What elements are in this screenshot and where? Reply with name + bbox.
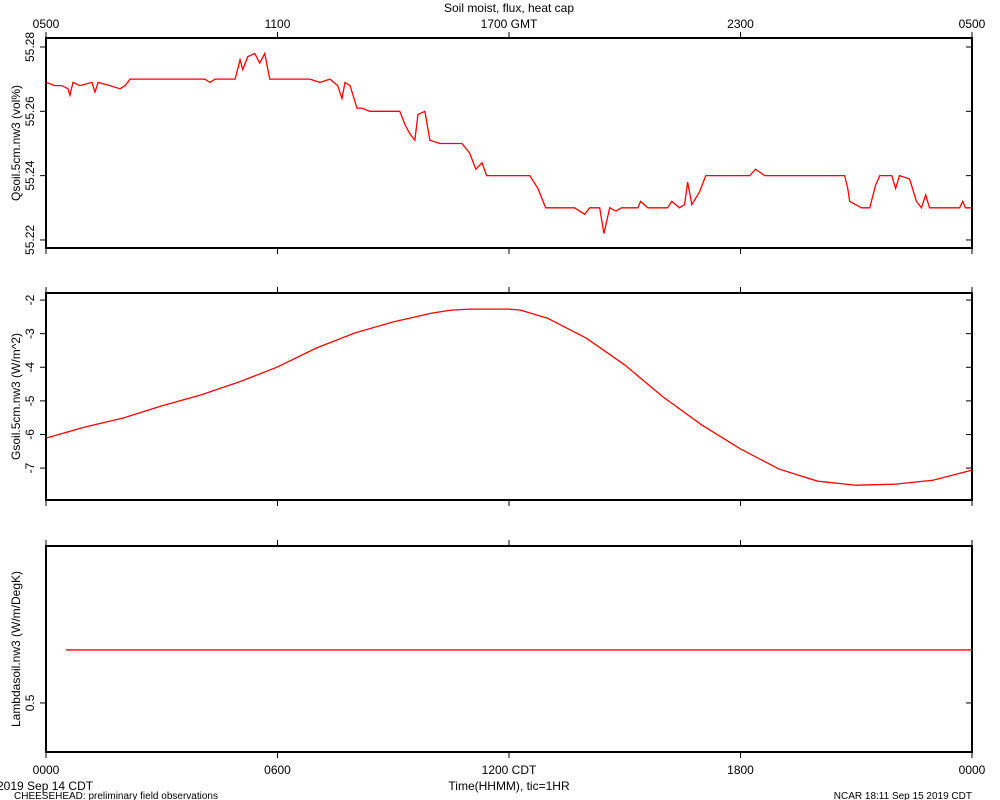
plot-frame bbox=[45, 37, 973, 249]
y-tick-label: -4 bbox=[23, 362, 37, 373]
x2-tick-label: 1700 GMT bbox=[481, 17, 538, 31]
y-axis-label: Gsoil.5cm.nw3 (W/m^2) bbox=[9, 333, 23, 460]
y-tick-label: -7 bbox=[23, 462, 37, 473]
y-tick-label: 55.24 bbox=[23, 160, 37, 190]
y-axis-label: Lambdasoil.nw3 (W/m/DegK) bbox=[9, 571, 23, 727]
x2-tick-label: 2300 bbox=[727, 17, 754, 31]
y-tick-label: -3 bbox=[23, 328, 37, 339]
source-note: CHEESEHEAD: preliminary field observatio… bbox=[14, 791, 218, 800]
y-tick-label: -2 bbox=[23, 294, 37, 305]
x-tick-label: 1200 CDT bbox=[482, 763, 537, 777]
y-axis-label: Qsoil.5cm.nw3 (vol%) bbox=[9, 85, 23, 201]
x2-tick-label: 0500 bbox=[33, 17, 60, 31]
y-tick-label: 55.28 bbox=[23, 32, 37, 62]
x-tick-label: 0000 bbox=[959, 763, 986, 777]
y-tick-label: 55.22 bbox=[23, 225, 37, 255]
x-tick-label: 0000 bbox=[33, 763, 60, 777]
chart-title: Soil moist, flux, heat cap bbox=[444, 1, 574, 15]
x-axis-label: Time(HHMM), tic=1HR bbox=[448, 779, 570, 793]
x-tick-label: 0600 bbox=[264, 763, 291, 777]
credit-note: NCAR 18:11 Sep 15 2019 CDT bbox=[834, 791, 972, 800]
date-note: 2019 Sep 14 CDT bbox=[0, 779, 94, 793]
y-tick-label: 0.5 bbox=[23, 694, 37, 711]
data-line bbox=[45, 308, 973, 486]
data-line bbox=[45, 51, 972, 234]
y-tick-label: 55.26 bbox=[23, 96, 37, 126]
x2-tick-label: 0500 bbox=[959, 17, 986, 31]
y-tick-label: -6 bbox=[23, 429, 37, 440]
x-tick-label: 1800 bbox=[727, 763, 754, 777]
plot-frame bbox=[45, 292, 973, 501]
plot-frame bbox=[45, 545, 973, 753]
x2-tick-label: 1100 bbox=[265, 17, 291, 31]
y-tick-label: -5 bbox=[23, 395, 37, 406]
